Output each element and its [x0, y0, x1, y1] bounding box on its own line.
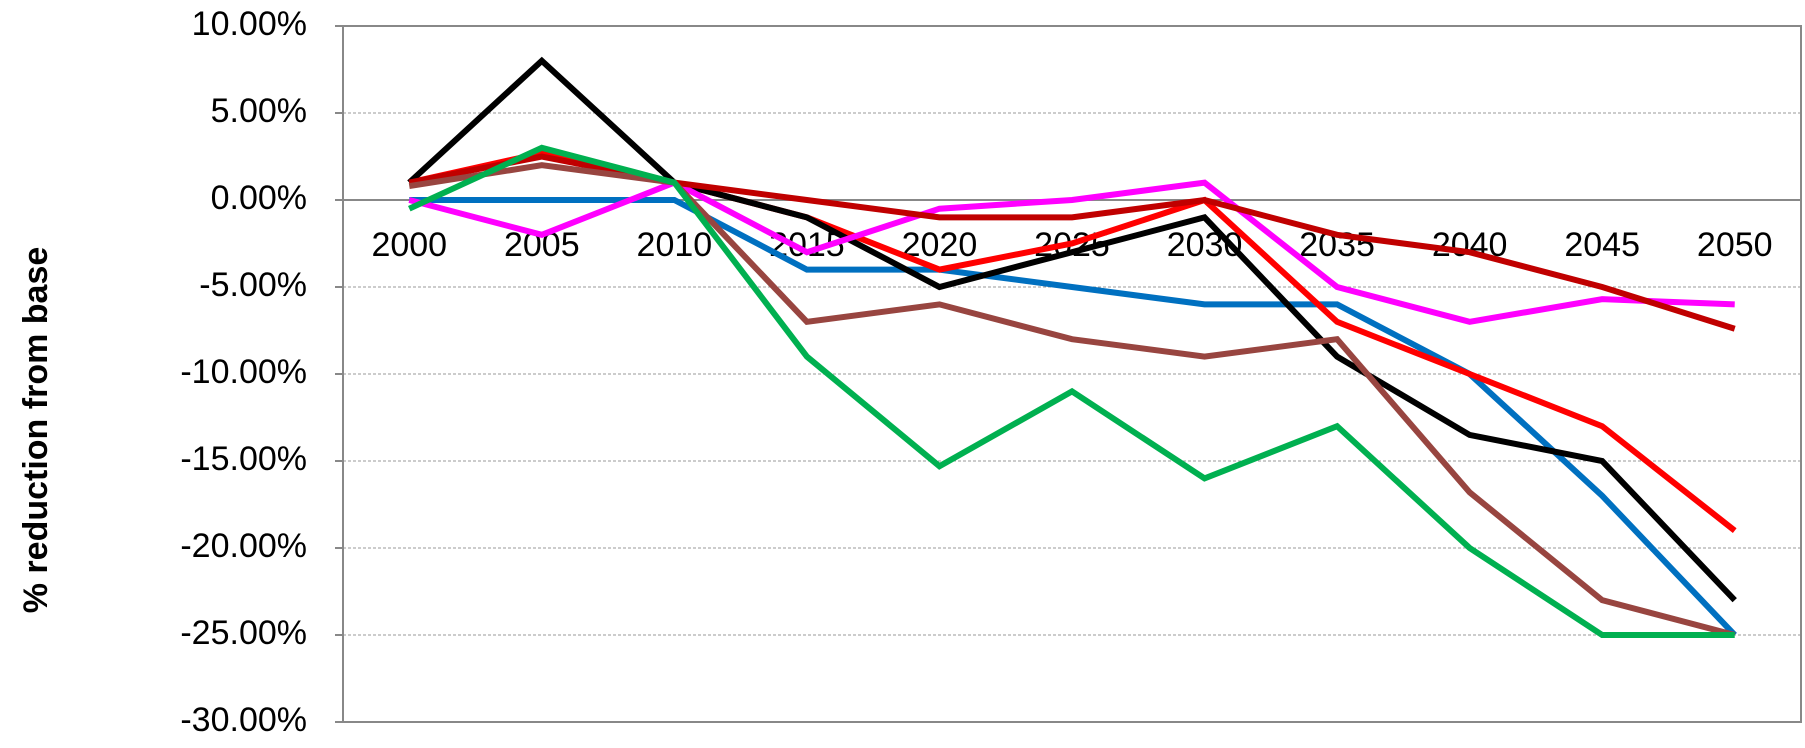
series-line — [408, 144, 1735, 638]
y-tick-label: -5.00% — [199, 266, 307, 304]
x-tick-label: 2035 — [1299, 226, 1375, 264]
series-line — [408, 179, 1735, 325]
y-tick-label: 10.00% — [192, 5, 307, 43]
x-tick-label: 2010 — [637, 226, 713, 264]
y-axis-label: % reduction from base — [17, 247, 55, 614]
series-line — [408, 162, 1736, 638]
plot-border — [342, 25, 1802, 723]
y-tick-label: 0.00% — [211, 179, 307, 217]
y-tick-label: -30.00% — [180, 701, 307, 739]
series-line — [407, 56, 1737, 603]
series-line — [409, 197, 1737, 638]
y-tick-label: 5.00% — [211, 92, 307, 130]
y-tick-label: -10.00% — [180, 353, 307, 391]
y-tick-label: -25.00% — [180, 614, 307, 652]
y-tick-label: -20.00% — [180, 527, 307, 565]
x-tick-label: 2045 — [1564, 226, 1640, 264]
x-tick-label: 2000 — [371, 226, 447, 264]
x-tick-label: 2050 — [1697, 226, 1773, 264]
y-tick-label: -15.00% — [180, 440, 307, 478]
